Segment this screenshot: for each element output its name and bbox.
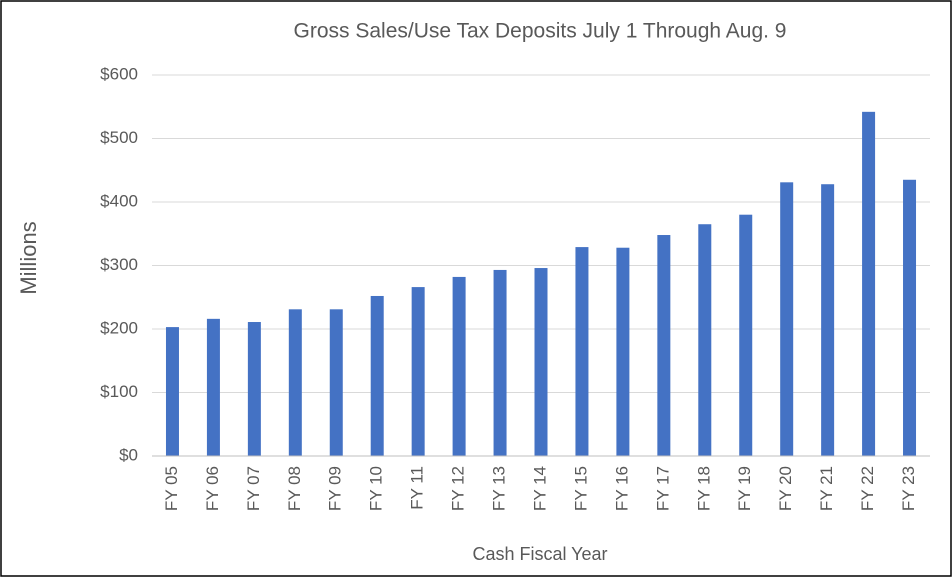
- y-tick-label: $200: [100, 318, 138, 337]
- bar: [165, 327, 179, 456]
- x-tick-label: FY 12: [449, 466, 468, 511]
- bar: [862, 111, 876, 456]
- x-tick-label: FY 19: [735, 466, 754, 511]
- bar: [821, 184, 835, 456]
- bar: [739, 214, 753, 456]
- y-tick-label: $300: [100, 255, 138, 274]
- y-tick-label: $400: [100, 191, 138, 210]
- bar: [780, 182, 794, 456]
- x-tick-label: FY 10: [367, 466, 386, 511]
- y-tick-label: $600: [100, 64, 138, 83]
- bar: [370, 295, 384, 456]
- x-tick-label: FY 23: [899, 466, 918, 511]
- bar: [329, 309, 343, 456]
- bar: [657, 235, 671, 456]
- x-tick-label: FY 15: [571, 466, 590, 511]
- bar: [616, 247, 630, 456]
- x-tick-label: FY 22: [858, 466, 877, 511]
- y-tick-label: $500: [100, 128, 138, 147]
- x-axis-label: Cash Fiscal Year: [472, 544, 607, 564]
- bar: [903, 179, 917, 456]
- x-tick-label: FY 09: [326, 466, 345, 511]
- bar: [288, 309, 302, 456]
- bar: [534, 268, 548, 456]
- bar: [575, 247, 589, 456]
- bar: [452, 276, 466, 456]
- x-tick-label: FY 05: [162, 466, 181, 511]
- x-tick-label: FY 16: [612, 466, 631, 511]
- bar: [411, 287, 425, 456]
- bar: [247, 322, 261, 456]
- bar: [698, 224, 712, 456]
- y-axis-label: Millions: [16, 221, 41, 294]
- chart-title: Gross Sales/Use Tax Deposits July 1 Thro…: [294, 20, 787, 43]
- x-tick-label: FY 21: [817, 466, 836, 511]
- x-tick-label: FY 07: [244, 466, 263, 511]
- x-tick-label: FY 08: [285, 466, 304, 511]
- x-tick-label: FY 17: [653, 466, 672, 511]
- x-tick-label: FY 06: [203, 466, 222, 511]
- y-tick-label: $0: [119, 445, 138, 464]
- x-tick-label: FY 11: [408, 466, 427, 510]
- x-tick-label: FY 13: [490, 466, 509, 511]
- y-tick-label: $100: [100, 382, 138, 401]
- bar: [493, 269, 507, 456]
- x-tick-label: FY 20: [776, 466, 795, 511]
- bar: [206, 318, 220, 456]
- x-tick-label: FY 14: [530, 466, 549, 511]
- x-tick-label: FY 18: [694, 466, 713, 511]
